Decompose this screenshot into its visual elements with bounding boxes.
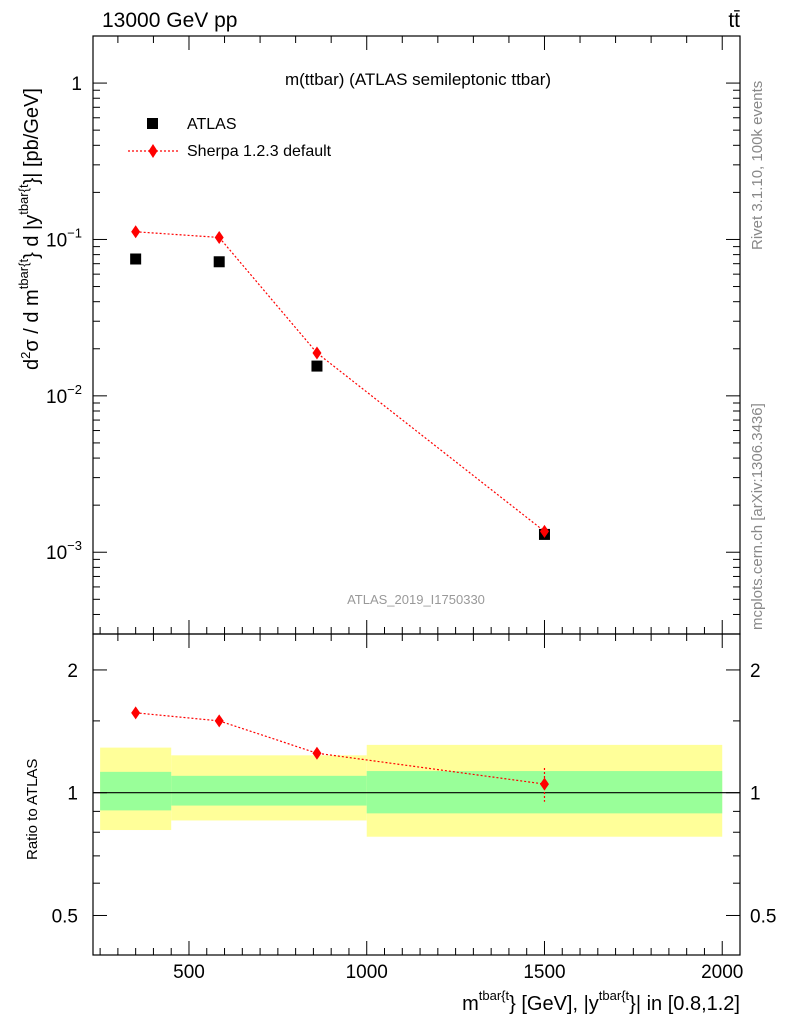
uncertainty-band-stat (100, 771, 172, 811)
ratio-y-tick-label-right: 0.5 (750, 906, 776, 927)
main-y-tick-label: 10−3 (46, 538, 82, 564)
main-panel: 1 10−1 10−2 10−3 m(ttbar) (ATLAS semilepton… (16, 35, 741, 635)
x-tick-label: 500 (173, 962, 205, 983)
x-tick-label: 1000 (346, 962, 388, 983)
sherpa-ratio-point (312, 746, 322, 760)
rivet-version-label: Rivet 3.1.10, 100k events (749, 81, 766, 250)
ratio-y-tick-label: 1 (67, 784, 78, 805)
main-y-tick-label: 10−2 (46, 382, 82, 408)
header-process-label: tt̄ (728, 9, 740, 32)
ratio-y-tick-label: 2 (67, 661, 78, 682)
sherpa-ratio-point (539, 777, 549, 791)
main-y-tick-label: 1 (71, 74, 82, 95)
main-y-tick-label: 10−1 (46, 225, 82, 251)
legend-sherpa-marker (148, 144, 158, 158)
main-y-axis-label: d2σ / d mtbar{t} d |ytbar{t}| [pb/GeV] (16, 88, 43, 370)
analysis-label: ATLAS_2019_I1750330 (347, 592, 485, 607)
legend-atlas-marker (147, 118, 158, 129)
sherpa-line (135, 231, 545, 532)
ratio-y-axis-label: Ratio to ATLAS (24, 759, 41, 860)
sherpa-data-point (539, 524, 549, 538)
uncertainty-band-stat (171, 775, 367, 806)
ratio-y-tick-label: 0.5 (52, 906, 78, 927)
sherpa-data-point (214, 230, 224, 244)
sherpa-data-point (131, 225, 141, 239)
ratio-panel: 500 1000 1500 2000 0.5 0.5 1 1 2 2 Ratio to ATLAS… (24, 633, 776, 1015)
atlas-data-point (213, 256, 225, 268)
sherpa-ratio-line (135, 712, 545, 785)
sherpa-ratio-point (131, 706, 141, 720)
ratio-y-tick-label-right: 2 (750, 661, 761, 682)
mcplots-label: mcplots.cern.ch [arXiv:1306.3436] (749, 403, 766, 630)
atlas-data-point (130, 253, 142, 265)
x-tick-label: 2000 (701, 962, 743, 983)
atlas-data-point (311, 360, 323, 372)
sherpa-ratio-point (214, 714, 224, 728)
legend: ATLAS Sherpa 1.2.3 default (128, 116, 332, 160)
ratio-y-tick-label-right: 1 (750, 784, 761, 805)
legend-sherpa-label: Sherpa 1.2.3 default (187, 143, 332, 160)
header-energy-label: 13000 GeV pp (102, 9, 237, 32)
ratio-plot-frame (92, 633, 741, 956)
sherpa-data-point (312, 346, 322, 360)
legend-atlas-label: ATLAS (187, 116, 237, 133)
x-axis-label: mtbar{t} [GeV], |ytbar{t}| in [0.8,1.2] (462, 988, 740, 1015)
main-plot-title: m(ttbar) (ATLAS semileptonic ttbar) (285, 70, 551, 89)
x-tick-label: 1500 (523, 962, 565, 983)
